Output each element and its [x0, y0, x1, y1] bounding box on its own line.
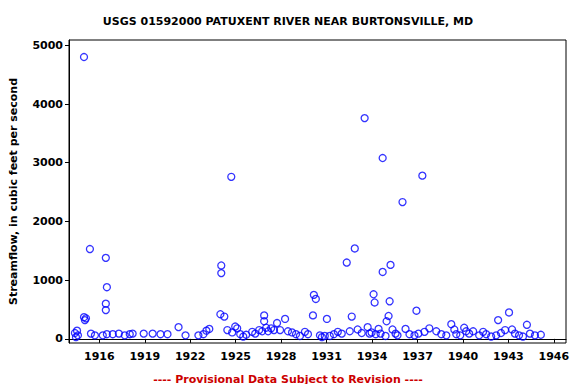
svg-text:1931: 1931 — [311, 350, 342, 363]
svg-text:5000: 5000 — [32, 39, 63, 52]
svg-text:1916: 1916 — [84, 350, 115, 363]
svg-text:3000: 3000 — [32, 156, 63, 169]
svg-text:0: 0 — [55, 332, 63, 345]
svg-text:1943: 1943 — [493, 350, 524, 363]
svg-text:USGS 01592000 PATUXENT RIVER N: USGS 01592000 PATUXENT RIVER NEAR BURTON… — [103, 15, 473, 28]
svg-text:Streamflow, in cubic feet per: Streamflow, in cubic feet per second — [7, 78, 20, 305]
svg-text:1928: 1928 — [266, 350, 297, 363]
svg-text:1940: 1940 — [448, 350, 479, 363]
svg-text:1946: 1946 — [539, 350, 570, 363]
svg-text:4000: 4000 — [32, 98, 63, 111]
svg-text:---- Provisional Data Subject: ---- Provisional Data Subject to Revisio… — [153, 373, 423, 384]
svg-text:1000: 1000 — [32, 274, 63, 287]
svg-text:1922: 1922 — [175, 350, 206, 363]
svg-text:1937: 1937 — [402, 350, 433, 363]
svg-text:1925: 1925 — [220, 350, 251, 363]
svg-text:1934: 1934 — [357, 350, 388, 363]
svg-text:2000: 2000 — [32, 215, 63, 228]
svg-text:1919: 1919 — [129, 350, 160, 363]
